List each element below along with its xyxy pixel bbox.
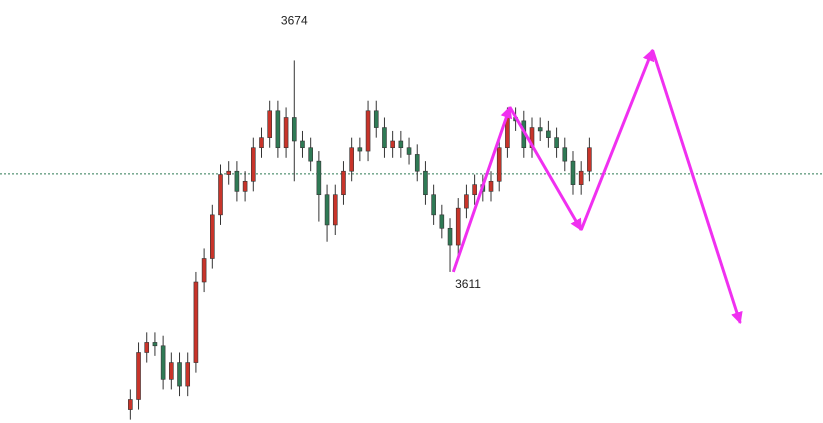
candle-body: [382, 127, 387, 149]
candle-body: [169, 362, 174, 380]
candle-body: [152, 342, 158, 347]
candle-body: [587, 147, 592, 172]
candle-body: [357, 147, 363, 152]
projection-arrow: [651, 49, 743, 325]
candle-body: [291, 117, 297, 142]
candle-body: [398, 140, 404, 149]
candle-body: [234, 170, 240, 192]
candle-body: [160, 345, 166, 380]
candle-body: [275, 110, 281, 149]
candle-body: [341, 170, 346, 196]
candle-body: [136, 352, 141, 400]
candle-body: [128, 399, 133, 410]
candle-body: [267, 110, 272, 138]
projection-arrow: [508, 106, 583, 232]
candle-body: [447, 227, 453, 246]
candle-body: [472, 184, 477, 196]
candle-body: [439, 214, 445, 229]
annotation: 3674: [281, 13, 308, 27]
candle-body: [144, 342, 150, 353]
candle-body: [562, 147, 568, 162]
candle-body: [201, 258, 207, 283]
candle-body: [218, 174, 223, 216]
candle-body: [554, 137, 559, 149]
candle-body: [250, 147, 256, 182]
candle-body: [414, 154, 420, 172]
candle-body: [431, 194, 436, 216]
candle-body: [283, 117, 289, 149]
candle-body: [365, 110, 371, 152]
candle-body: [242, 180, 248, 192]
candle-body: [226, 170, 232, 175]
candle-body: [406, 147, 412, 155]
candle-body: [177, 362, 182, 387]
candle-body: [316, 160, 322, 196]
candle-body: [259, 137, 264, 149]
candle-body: [423, 170, 428, 196]
candle-body: [300, 140, 305, 149]
annotation: 3611: [455, 277, 481, 291]
candle-body: [488, 180, 494, 192]
candle-body: [570, 160, 576, 185]
candle-body: [496, 147, 502, 182]
projection-arrow: [451, 105, 513, 273]
candle-body: [210, 214, 215, 259]
candle-body: [546, 130, 551, 138]
candle-body: [349, 147, 354, 172]
projection-arrow: [579, 48, 655, 231]
candle-body: [455, 207, 461, 246]
candle-body: [373, 110, 379, 128]
candle-body: [578, 170, 584, 185]
candle-body: [537, 127, 543, 132]
candle-body: [324, 194, 330, 226]
candle-body: [390, 140, 395, 149]
candle-body: [193, 281, 199, 363]
candle-body: [464, 194, 469, 209]
candle-body: [185, 362, 191, 387]
candle-body: [332, 194, 338, 226]
candle-body: [308, 147, 313, 162]
